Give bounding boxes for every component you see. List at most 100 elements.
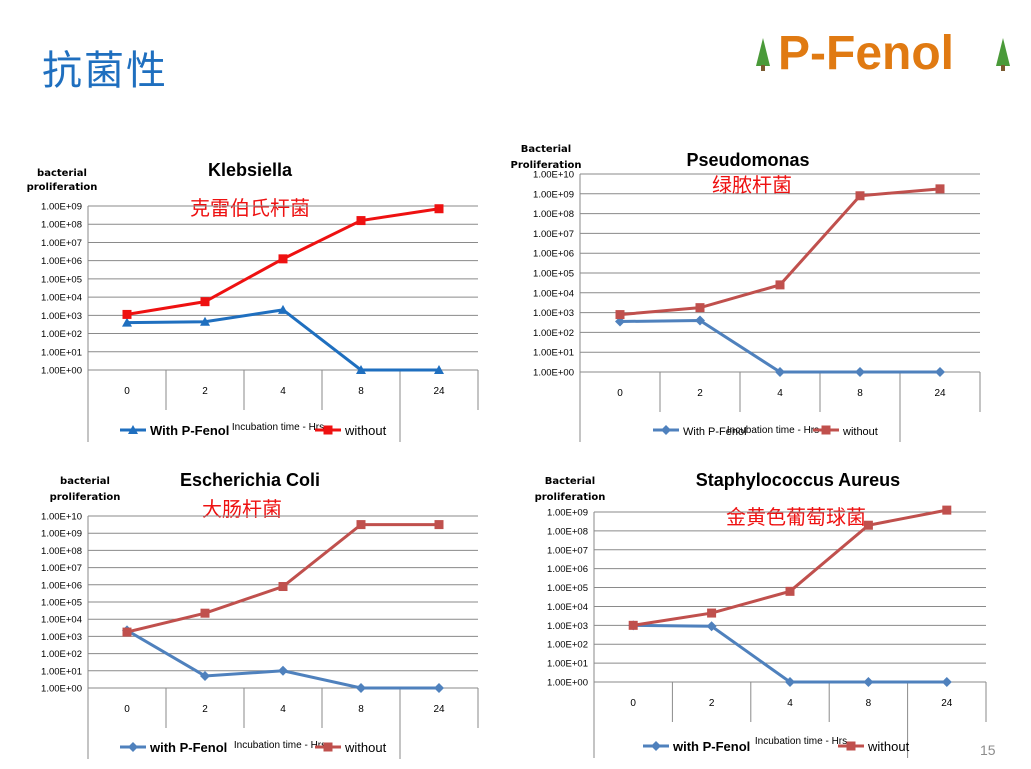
- data-point: [775, 367, 785, 377]
- y-tick-label: 1.00E+01: [41, 666, 82, 677]
- y-axis-label-line1: bacterial: [60, 476, 110, 487]
- data-point: [941, 677, 952, 687]
- data-point: [356, 216, 366, 226]
- data-point: [434, 520, 444, 530]
- y-tick-label: 1.00E+04: [41, 293, 82, 304]
- slide-title: 抗菌性: [42, 48, 168, 94]
- chart-title: Pseudomonas: [686, 150, 809, 170]
- chart-klebsiella: Klebsiella 克雷伯氏杆菌 bacterial proliferation 1.…: [10, 150, 490, 450]
- y-tick-label: 1.00E+04: [547, 602, 588, 613]
- legend-label: without: [867, 739, 910, 754]
- data-point: [356, 683, 366, 693]
- data-point: [855, 367, 865, 377]
- x-tick-label: 24: [433, 386, 445, 397]
- y-tick-label: 1.00E+04: [41, 615, 82, 626]
- legend-label: without: [842, 426, 878, 438]
- data-point: [863, 677, 874, 687]
- x-tick-label: 8: [358, 386, 364, 397]
- x-tick-label: 0: [617, 388, 623, 399]
- series-line-0: [126, 308, 439, 372]
- tree-icon-left: [756, 38, 770, 71]
- data-point: [615, 310, 625, 320]
- chart-pseudomonas: Pseudomonas 绿脓杆菌 Bacterial Proliferation 1.0…: [508, 140, 1008, 450]
- x-tick-label: 2: [202, 386, 208, 397]
- data-point: [434, 365, 444, 374]
- y-tick-label: 1.00E+01: [533, 348, 574, 359]
- x-tick-label: 4: [280, 386, 286, 397]
- y-tick-label: 1.00E+03: [533, 308, 574, 319]
- y-tick-label: 1.00E+09: [533, 189, 574, 200]
- y-tick-label: 1.00E+01: [41, 347, 82, 358]
- x-axis-label: Incubation time - Hrs: [727, 425, 819, 436]
- y-tick-label: 1.00E+02: [41, 329, 82, 340]
- data-point: [855, 191, 865, 201]
- x-axis-label: Incubation time - Hrs: [755, 736, 847, 747]
- chart-svg: Escherichia Coli 大肠杆菌 bacterial proliferati…: [41, 470, 479, 759]
- legend-label: without: [344, 423, 387, 438]
- legend-marker: [323, 742, 333, 752]
- legend-label: with P-Fenol: [672, 739, 750, 754]
- y-tick-label: 1.00E+08: [41, 546, 82, 557]
- legend-marker: [323, 425, 333, 435]
- legend-marker: [821, 425, 831, 435]
- series-line-0: [633, 623, 947, 684]
- page-number: 15: [980, 742, 996, 758]
- x-tick-label: 24: [941, 698, 953, 709]
- y-tick-label: 1.00E+01: [547, 659, 588, 670]
- chart-title: Staphylococcus Aureus: [696, 470, 900, 490]
- y-tick-label: 1.00E+06: [41, 256, 82, 267]
- chart-svg: Klebsiella 克雷伯氏杆菌 bacterial proliferation 1.…: [27, 160, 479, 442]
- data-point: [200, 670, 210, 681]
- x-tick-label: 4: [280, 704, 286, 715]
- data-point: [942, 505, 952, 515]
- y-tick-label: 1.00E+03: [41, 632, 82, 643]
- y-axis-label-line2: Proliferation: [511, 160, 582, 171]
- x-tick-label: 24: [934, 388, 946, 399]
- series-line-1: [126, 523, 439, 634]
- y-tick-label: 1.00E+05: [533, 269, 574, 280]
- y-tick-label: 1.00E+08: [533, 209, 574, 220]
- chart-subtitle: 金黄色葡萄球菌: [726, 505, 866, 529]
- x-tick-label: 0: [124, 386, 130, 397]
- legend-marker: [846, 741, 856, 751]
- y-tick-label: 1.00E+02: [533, 328, 574, 339]
- legend-label: With P-Fenol: [150, 423, 229, 438]
- y-axis-label-line2: proliferation: [27, 182, 98, 193]
- y-tick-label: 1.00E+08: [547, 526, 588, 537]
- brand-logo: P-Fenol: [752, 26, 1022, 86]
- y-tick-label: 1.00E+04: [533, 288, 574, 299]
- data-point: [863, 520, 873, 530]
- chart-title: Klebsiella: [208, 160, 293, 180]
- series-line-1: [619, 187, 941, 317]
- y-tick-label: 1.00E+06: [547, 564, 588, 575]
- data-point: [935, 184, 945, 194]
- data-point: [122, 309, 132, 319]
- data-point: [935, 367, 945, 377]
- data-point: [775, 280, 785, 290]
- y-tick-label: 1.00E+09: [41, 529, 82, 540]
- x-tick-label: 4: [777, 388, 783, 399]
- y-axis-label-line1: bacterial: [37, 168, 87, 179]
- legend-marker: [128, 742, 138, 752]
- x-tick-label: 0: [124, 704, 130, 715]
- x-tick-label: 4: [787, 698, 793, 709]
- data-point: [695, 315, 705, 326]
- data-point: [278, 582, 288, 592]
- y-axis-label-line2: proliferation: [50, 492, 121, 503]
- data-point: [122, 317, 132, 327]
- tree-icon-right: [996, 38, 1010, 71]
- data-point: [122, 627, 132, 637]
- x-tick-label: 8: [866, 698, 872, 709]
- data-point: [706, 621, 717, 632]
- y-axis-label-line1: Bacterial: [521, 144, 571, 155]
- series-line-0: [126, 629, 439, 690]
- y-tick-label: 1.00E+00: [41, 684, 82, 695]
- y-tick-label: 1.00E+00: [547, 678, 588, 689]
- x-tick-label: 24: [433, 704, 445, 715]
- x-tick-label: 8: [857, 388, 863, 399]
- y-tick-label: 1.00E+09: [547, 508, 588, 519]
- y-tick-label: 1.00E+03: [547, 621, 588, 632]
- legend-label: with P-Fenol: [149, 740, 227, 755]
- y-tick-label: 1.00E+07: [41, 238, 82, 249]
- y-tick-label: 1.00E+05: [547, 583, 588, 594]
